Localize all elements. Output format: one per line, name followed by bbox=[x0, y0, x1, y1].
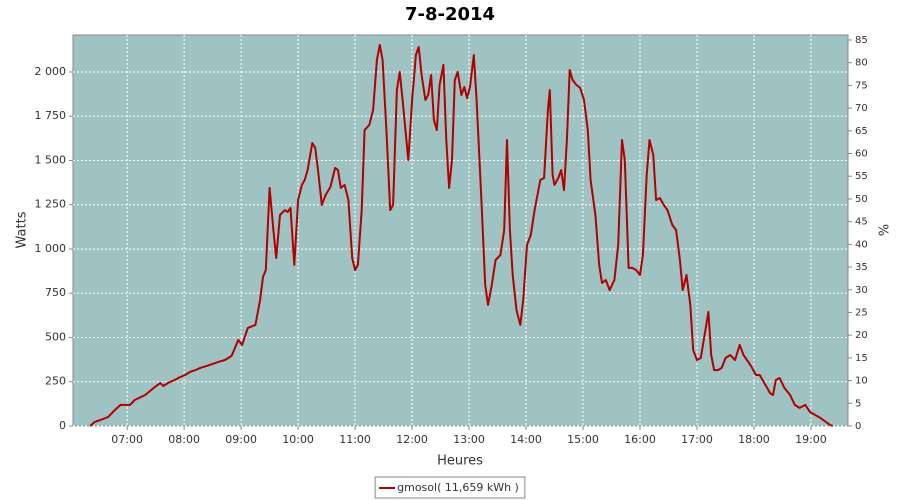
x-tick-label: 17:00 bbox=[681, 433, 713, 446]
y2-tick-label: 0 bbox=[855, 421, 861, 432]
y2-tick-label: 80 bbox=[855, 58, 868, 69]
legend-box bbox=[374, 476, 526, 499]
y2-tick-label: 30 bbox=[855, 285, 868, 296]
x-tick-label: 11:00 bbox=[339, 433, 371, 446]
x-tick-label: 13:00 bbox=[453, 433, 485, 446]
y-tick-label: 1 500 bbox=[35, 153, 67, 166]
y2-tick-label: 70 bbox=[855, 103, 868, 114]
x-tick-label: 07:00 bbox=[111, 433, 143, 446]
x-tick-label: 18:00 bbox=[738, 433, 770, 446]
y2-tick-label: 75 bbox=[855, 80, 868, 91]
y-tick-label: 250 bbox=[45, 375, 66, 388]
y2-tick-label: 85 bbox=[855, 35, 868, 46]
y2-tick-label: 40 bbox=[855, 239, 868, 250]
y-axis-label: Watts bbox=[15, 211, 30, 248]
y2-tick-label: 35 bbox=[855, 262, 868, 273]
chart-title: 7-8-2014 bbox=[405, 4, 495, 25]
y2-tick-label: 65 bbox=[855, 126, 868, 137]
x-tick-label: 08:00 bbox=[168, 433, 200, 446]
y-tick-label: 1 000 bbox=[35, 242, 67, 255]
y2-tick-label: 55 bbox=[855, 171, 868, 182]
y2-tick-label: 15 bbox=[855, 353, 868, 364]
legend-label: gmosol( 11,659 kWh ) bbox=[397, 481, 519, 494]
y2-tick-label: 20 bbox=[855, 330, 868, 341]
x-tick-label: 10:00 bbox=[282, 433, 314, 446]
plot-area bbox=[72, 34, 849, 427]
y2-tick-label: 60 bbox=[855, 149, 868, 160]
x-tick-label: 12:00 bbox=[396, 433, 428, 446]
y2-tick-label: 25 bbox=[855, 307, 868, 318]
x-tick-label: 19:00 bbox=[795, 433, 827, 446]
legend: gmosol( 11,659 kWh ) bbox=[374, 476, 526, 499]
x-tick-label: 09:00 bbox=[225, 433, 257, 446]
x-tick-label: 16:00 bbox=[624, 433, 656, 446]
y-tick-label: 750 bbox=[45, 286, 66, 299]
y2-tick-label: 5 bbox=[855, 398, 861, 409]
y2-axis-label: % bbox=[875, 224, 890, 236]
x-axis-label: Heures bbox=[437, 454, 483, 469]
x-tick-label: 15:00 bbox=[567, 433, 599, 446]
y-tick-label: 0 bbox=[59, 419, 66, 432]
y-tick-label: 500 bbox=[45, 330, 66, 343]
y-tick-label: 2 000 bbox=[35, 65, 67, 78]
x-tick-label: 14:00 bbox=[510, 433, 542, 446]
y2-tick-label: 50 bbox=[855, 194, 868, 205]
y-tick-label: 1 250 bbox=[35, 198, 67, 211]
y2-tick-label: 10 bbox=[855, 376, 868, 387]
y-tick-label: 1 750 bbox=[35, 109, 67, 122]
data-line bbox=[89, 43, 834, 427]
y2-tick-label: 45 bbox=[855, 217, 868, 228]
